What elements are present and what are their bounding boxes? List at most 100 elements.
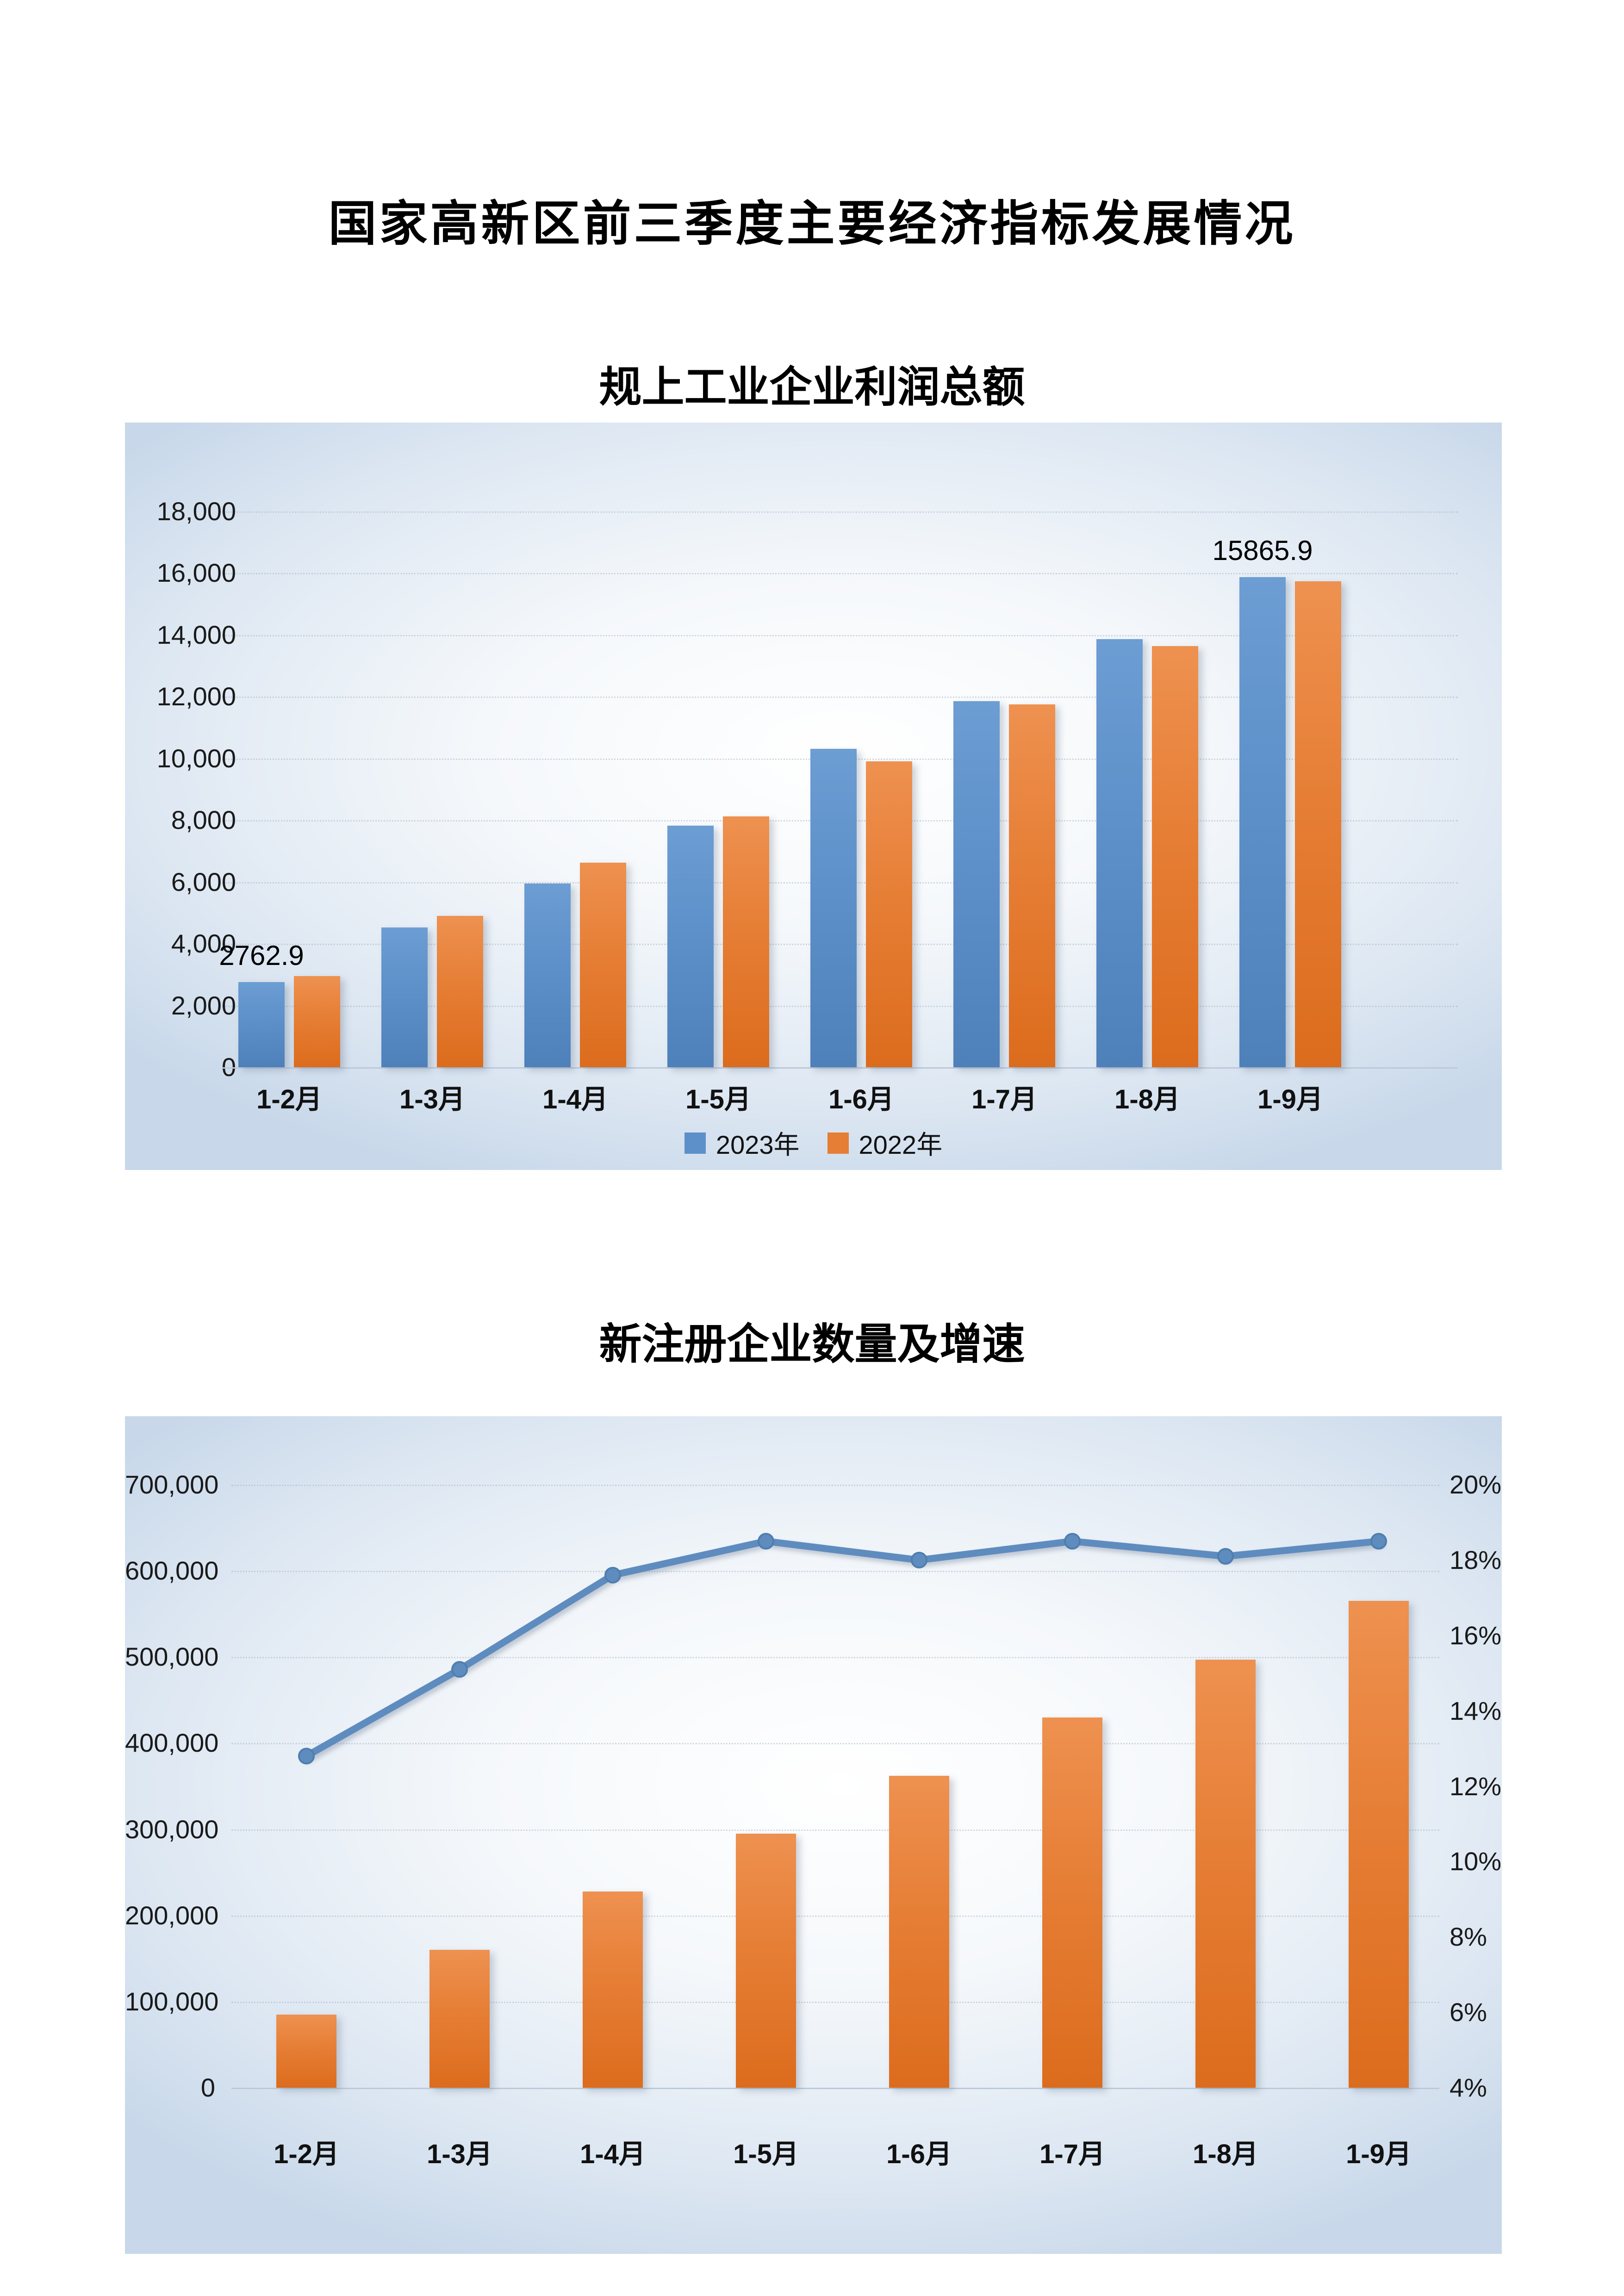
bar-1-8月 [1195,1659,1256,2088]
bar-2022年-1-4月 [580,863,626,1067]
y-axis-tick-label: 12,000 [156,682,236,711]
x-axis-tick-label: 1-5月 [733,2139,799,2169]
x-axis-tick-label: 1-6月 [886,2139,952,2169]
bar-2022年-1-3月 [437,915,483,1067]
bar-1-6月 [889,1776,949,2088]
left-axis-tick-label: 100,000 [125,1986,219,2016]
y-axis-tick-label: 10,000 [156,743,236,773]
y-axis-tick-label: 2,000 [171,990,236,1020]
y-gridline [222,635,1458,636]
bar-2023年-1-4月 [524,883,571,1067]
y-axis-tick-label: 4,000 [171,929,236,958]
y-gridline [231,2001,1439,2003]
y-gridline [231,1743,1439,1745]
bar-2023年-1-2月 [238,982,285,1067]
trend-point [451,1661,468,1678]
right-axis-tick-label: 18% [1450,1545,1502,1574]
x-axis-tick-label: 1-9月 [1257,1084,1323,1114]
y-axis-tick-label: 14,000 [156,620,236,649]
bar-1-5月 [736,1833,796,2088]
bar-2022年-1-9月 [1295,581,1341,1067]
bar-2023年-1-6月 [810,749,857,1067]
right-axis-tick-label: 12% [1450,1771,1502,1801]
right-axis-tick-label: 8% [1450,1922,1487,1952]
bar-2023年-1-9月 [1239,577,1286,1067]
legend-swatch-2022年 [827,1132,849,1154]
page-title: 国家高新区前三季度主要经济指标发展情况 [328,197,1296,251]
bar-2022年-1-8月 [1152,646,1198,1067]
left-axis-tick-label: 300,000 [125,1814,219,1844]
bar-data-label: 2762.9 [219,940,304,971]
y-gridline [222,697,1458,698]
bar-1-9月 [1349,1601,1409,2088]
left-axis-tick-label: 0 [200,2073,215,2102]
bar-2022年-1-2月 [294,976,340,1067]
bar-2023年-1-3月 [381,927,428,1067]
y-axis-tick-label: 8,000 [171,805,236,834]
right-axis-tick-label: 20% [1450,1470,1502,1499]
trend-point [758,1533,774,1550]
y-gridline [231,1829,1439,1831]
x-axis-tick-label: 1-6月 [828,1084,894,1114]
right-axis-tick-label: 16% [1450,1620,1502,1650]
trend-line-path [303,1537,1382,1760]
bar-2023年-1-8月 [1096,639,1143,1067]
x-axis-tick-label: 1-4月 [542,1084,608,1114]
trend-point [298,1748,315,1765]
chart1-legend: 2023年 2022年 [125,1124,1502,1162]
legend-item: 2023年 [684,1124,800,1162]
x-axis-tick-label: 1-9月 [1346,2139,1412,2169]
bar-1-4月 [583,1891,643,2088]
right-axis-tick-label: 10% [1450,1847,1502,1876]
x-axis-tick-label: 1-2月 [256,1084,322,1114]
legend-label: 2022年 [859,1130,943,1159]
legend-item: 2022年 [827,1124,943,1162]
x-axis-tick-label: 1-7月 [971,1084,1037,1114]
y-gridline [231,1657,1439,1659]
legend-label: 2023年 [716,1130,800,1159]
left-axis-tick-label: 600,000 [125,1556,219,1586]
y-axis-tick-label: 18,000 [156,496,236,526]
trend-point [1064,1533,1081,1550]
x-axis-tick-label: 1-4月 [580,2139,646,2169]
right-axis-tick-label: 14% [1450,1696,1502,1725]
trend-point [604,1567,621,1584]
trend-point [911,1551,927,1568]
chart2-title: 新注册企业数量及增速 [599,1321,1025,1368]
y-axis-tick-label: 6,000 [171,867,236,896]
y-axis-tick-label: 16,000 [156,558,236,587]
chart1-panel: 0 2,000 4,000 6,000 8,000 10,000 12,000 14,000 1… [125,423,1502,1170]
chart2-panel: 0 100,000 200,000 300,000 400,000 500,000 600,… [125,1416,1502,2254]
y-axis-tick-label: 0 [221,1052,236,1082]
x-axis-tick-label: 1-3月 [399,1084,465,1114]
y-gridline [231,1485,1439,1486]
bar-1-2月 [276,2014,336,2088]
x-axis-tick-label: 1-8月 [1114,1084,1180,1114]
bar-data-label: 15865.9 [1212,535,1313,566]
x-axis-tick-label: 1-5月 [685,1084,751,1114]
left-axis-tick-label: 400,000 [125,1728,219,1758]
right-axis-tick-label: 6% [1450,1997,1487,2027]
bar-2022年-1-5月 [723,816,769,1067]
x-axis-line [231,2088,1439,2089]
y-gridline [231,1915,1439,1917]
y-gridline [222,511,1458,513]
growth-rate-trend-line [298,1533,1387,1765]
x-axis-line [222,1067,1458,1069]
left-axis-tick-label: 500,000 [125,1642,219,1672]
x-axis-tick-label: 1-2月 [274,2139,339,2169]
x-axis-tick-label: 1-3月 [427,2139,492,2169]
bar-2022年-1-6月 [866,761,912,1067]
trend-point [1370,1533,1387,1550]
right-axis-tick-label: 4% [1450,2073,1487,2102]
y-gridline [222,573,1458,574]
legend-swatch-2023年 [684,1132,706,1154]
x-axis-tick-label: 1-7月 [1039,2139,1105,2169]
bar-2022年-1-7月 [1009,704,1055,1067]
bar-2023年-1-5月 [667,826,714,1067]
left-axis-tick-label: 200,000 [125,1900,219,1930]
trend-point [1217,1548,1234,1565]
y-gridline [231,1571,1439,1573]
bar-1-3月 [429,1950,490,2088]
